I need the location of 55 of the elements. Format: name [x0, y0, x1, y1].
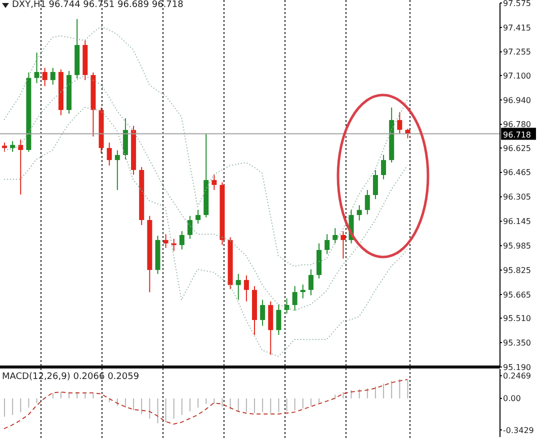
candlestick: [34, 52, 40, 84]
candlestick: [292, 286, 298, 312]
candlestick: [332, 228, 338, 244]
candlestick: [397, 112, 402, 134]
y-tick-label: 97.100: [503, 71, 531, 80]
line-series: [4, 26, 408, 267]
candlestick: [179, 230, 184, 250]
y-tick-label: 0.00: [503, 394, 521, 404]
line-series: [4, 378, 408, 430]
candlestick: [276, 304, 282, 336]
y-tick-label: -0.3429: [503, 426, 534, 435]
y-tick-label: 95.985: [503, 242, 531, 251]
y-tick-label: 95.825: [503, 266, 531, 275]
y-tick-label: 95.350: [503, 338, 531, 348]
candlestick: [187, 215, 192, 240]
y-tick-label: 96.465: [503, 168, 531, 178]
chart-title: DXY,H1 96.744 96.751 96.689 96.718: [12, 0, 184, 10]
candlestick: [2, 142, 7, 152]
line-series: [4, 74, 408, 312]
candlestick: [42, 67, 48, 87]
candlestick: [114, 150, 120, 190]
candlestick: [284, 298, 290, 314]
y-tick-label: 96.940: [503, 96, 531, 105]
candlestick: [212, 174, 217, 190]
candlestick: [236, 273, 241, 300]
candlestick: [106, 142, 112, 166]
candlestick: [308, 268, 314, 296]
y-tick-label: 96.145: [503, 217, 531, 226]
y-tick-label: 97.575: [503, 0, 531, 8]
candlestick: [356, 204, 362, 221]
y-tick-label: 95.665: [503, 290, 531, 300]
candlestick: [244, 274, 249, 302]
candlestick: [50, 67, 56, 86]
chart-title: MACD(12,26,9) 0.2066 0.2059: [2, 372, 140, 382]
candlestick: [260, 299, 266, 326]
candlestick: [10, 140, 16, 152]
candlestick: [196, 209, 201, 224]
candlestick: [18, 139, 24, 196]
y-tick-label: 96.625: [503, 144, 531, 153]
candlestick: [364, 189, 370, 215]
y-tick-label: 97.255: [503, 48, 531, 57]
candlestick: [324, 234, 330, 255]
y-tick-label: 95.190: [503, 362, 531, 372]
candlestick: [372, 170, 378, 200]
line-series: [4, 107, 408, 357]
candlestick: [300, 284, 306, 299]
candlestick: [163, 234, 168, 248]
y-tick-label: 0.2469: [503, 372, 531, 381]
ref-line-label: 96.718: [503, 130, 531, 140]
candlestick: [381, 154, 386, 180]
y-tick-label: 96.305: [503, 192, 531, 202]
candlestick: [340, 230, 346, 260]
y-tick-label: 95.510: [503, 314, 531, 323]
y-tick-label: 97.415: [503, 23, 531, 32]
y-tick-label: 96.780: [503, 120, 531, 130]
